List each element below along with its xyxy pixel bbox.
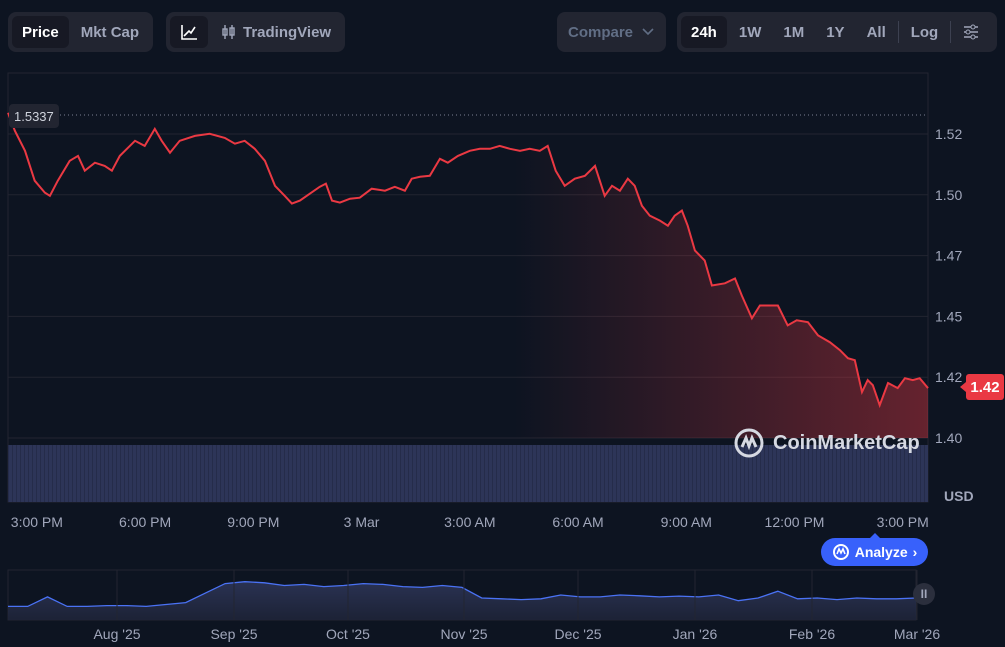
tradingview-button[interactable]: TradingView [210, 16, 341, 48]
volume-bars [8, 445, 928, 502]
navigator-drag-handle[interactable]: II [913, 583, 935, 605]
analyze-label: Analyze [854, 544, 908, 560]
chevron-right-icon: › [912, 544, 918, 560]
x-tick-label: 12:00 PM [765, 514, 825, 530]
settings-button[interactable] [953, 16, 989, 48]
range-1w[interactable]: 1W [738, 23, 762, 41]
y-tick-label: 1.52 [935, 126, 962, 142]
y-tick-label: 1.47 [935, 248, 962, 264]
navigator-tick-label: Nov '25 [440, 626, 487, 642]
x-tick-label: 3:00 AM [444, 514, 495, 530]
sliders-icon [964, 24, 979, 40]
range-all[interactable]: All [866, 23, 886, 41]
start-price-tag: 1.5337 [9, 104, 59, 128]
x-tick-label: 3 Mar [344, 514, 380, 530]
x-tick-label: 6:00 AM [552, 514, 603, 530]
x-tick-label: 6:00 PM [119, 514, 171, 530]
x-tick-label: 3:00 PM [877, 514, 929, 530]
navigator-tick-label: Jan '26 [673, 626, 718, 642]
navigator-tick-label: Sep '25 [210, 626, 257, 642]
divider [950, 21, 952, 43]
navigator-tick-label: Feb '26 [789, 626, 835, 642]
range-24h[interactable]: 24h [681, 16, 727, 48]
coinmarketcap-logo-icon [734, 428, 764, 458]
range-1y[interactable]: 1Y [826, 23, 845, 41]
y-tick-label: 1.45 [935, 308, 962, 324]
navigator-tick-label: Dec '25 [554, 626, 601, 642]
log-scale-button[interactable]: Log [910, 23, 939, 41]
watermark: CoinMarketCap [733, 427, 920, 459]
y-tick-label: 1.40 [935, 430, 962, 446]
compare-label: Compare [567, 23, 634, 41]
x-tick-label: 9:00 AM [661, 514, 712, 530]
line-chart-icon [181, 25, 197, 40]
chart-type-toggle: Price Mkt Cap [8, 12, 154, 52]
compare-dropdown[interactable]: Compare [557, 12, 666, 52]
coinmarketcap-chat-icon [832, 544, 849, 560]
divider [897, 21, 899, 43]
x-tick-label: 9:00 PM [227, 514, 279, 530]
candlestick-icon [222, 25, 235, 39]
price-line [7, 112, 929, 409]
time-range-selector: 24h 1W 1M 1Y All Log [677, 12, 997, 52]
navigator-line [8, 581, 917, 608]
chart-style-toggle: TradingView [166, 12, 346, 52]
navigator-tick-label: Oct '25 [326, 626, 370, 642]
navigator-tick-label: Mar '26 [894, 626, 940, 642]
price-area [8, 112, 928, 439]
y-tick-label: 1.50 [935, 187, 962, 203]
line-chart-button[interactable] [170, 16, 208, 48]
watermark-text: CoinMarketCap [773, 431, 920, 454]
currency-label: USD [944, 488, 974, 504]
analyze-button[interactable]: Analyze › [821, 533, 928, 566]
y-tick-label: 1.42 [935, 369, 962, 385]
tab-mkt-cap[interactable]: Mkt Cap [80, 23, 140, 41]
range-1m[interactable]: 1M [783, 23, 805, 41]
navigator-area [8, 581, 916, 620]
tab-price[interactable]: Price [12, 16, 69, 48]
tradingview-label: TradingView [243, 23, 332, 41]
chevron-down-icon [642, 28, 654, 36]
x-tick-label: 3:00 PM [11, 514, 63, 530]
navigator-tick-label: Aug '25 [93, 626, 140, 642]
current-price-tag: 1.42 [960, 374, 1004, 400]
